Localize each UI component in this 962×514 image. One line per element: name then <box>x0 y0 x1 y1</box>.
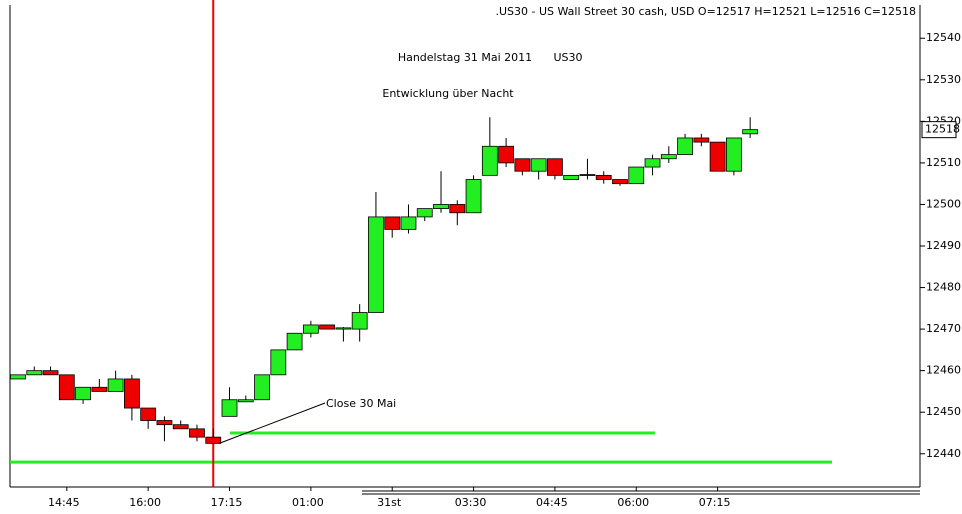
candle-body <box>677 137 693 155</box>
candle-body <box>172 424 189 430</box>
x-tick-label: 17:15 <box>211 496 243 509</box>
y-tick-label: 12480 <box>926 281 961 294</box>
x-tick-label: 04:45 <box>536 496 568 509</box>
y-tick-label: 12510 <box>926 156 961 169</box>
candle-body <box>660 154 677 160</box>
candle-body <box>302 324 319 334</box>
annotation: US30 <box>553 51 582 64</box>
candle-body <box>91 386 108 392</box>
candle-body <box>709 141 726 172</box>
candle-body <box>742 129 759 135</box>
candle-body <box>156 420 173 426</box>
candle-body <box>10 374 26 380</box>
candle-body <box>693 137 710 143</box>
x-tick-label: 16:00 <box>129 496 161 509</box>
candle-body <box>612 179 628 185</box>
candle-body <box>563 174 580 180</box>
candle-body <box>628 166 645 185</box>
candle-body <box>189 428 205 438</box>
x-tick-label: 14:45 <box>48 496 80 509</box>
candle-body <box>514 158 531 172</box>
x-tick-label: 07:15 <box>699 496 731 509</box>
candle-body <box>237 399 254 403</box>
candle-body <box>449 204 466 214</box>
price-box <box>921 121 957 139</box>
candle-body <box>221 399 238 417</box>
candle-body <box>595 174 612 180</box>
annotation: Close 30 Mai <box>326 397 396 410</box>
candle-body <box>465 179 482 214</box>
candle-body <box>644 158 661 168</box>
candle-body <box>351 312 368 330</box>
candle-body <box>384 216 401 230</box>
candle-body <box>579 174 596 176</box>
annotation: Entwicklung über Nacht <box>382 87 514 100</box>
x-tick-label: 01:00 <box>292 496 324 509</box>
candle-body <box>416 208 433 218</box>
candle-body <box>140 407 157 421</box>
candle-body <box>319 324 336 330</box>
candle-body <box>335 327 352 330</box>
price-label: 12518 <box>925 123 960 136</box>
y-tick-label: 12440 <box>926 447 961 460</box>
candle-body <box>107 378 124 392</box>
candle-body <box>725 137 742 172</box>
annotation: Handelstag 31 Mai 2011 <box>398 51 532 64</box>
candle-body <box>42 370 59 376</box>
y-tick-label: 12500 <box>926 197 961 210</box>
candle-body <box>58 374 75 401</box>
y-tick-label: 12450 <box>926 405 961 418</box>
y-tick-label: 12490 <box>926 239 961 252</box>
y-tick-label: 12470 <box>926 322 961 335</box>
candle-body <box>530 158 547 172</box>
x-tick-label: 03:30 <box>455 496 487 509</box>
candle-body <box>547 158 563 176</box>
candle-body <box>26 370 43 376</box>
annotation-pointer <box>219 402 326 444</box>
candle-body <box>286 332 303 351</box>
y-tick-label: 12530 <box>926 73 961 86</box>
candle-body <box>123 378 140 409</box>
header: .US30 - US Wall Street 30 cash, USD O=12… <box>495 5 916 18</box>
x-tick-label: 31st <box>377 496 402 509</box>
candle-body <box>75 386 91 401</box>
candle-body <box>400 216 417 230</box>
candle-body <box>254 374 270 401</box>
candle-body <box>498 145 515 164</box>
candle-body <box>481 145 498 176</box>
candle-body <box>368 216 384 313</box>
candle-body <box>205 436 222 444</box>
y-tick-label: 12540 <box>926 31 961 44</box>
candle-body <box>433 204 449 210</box>
y-tick-label: 12460 <box>926 364 961 377</box>
candle-body <box>270 349 287 376</box>
x-tick-label: 06:00 <box>617 496 649 509</box>
